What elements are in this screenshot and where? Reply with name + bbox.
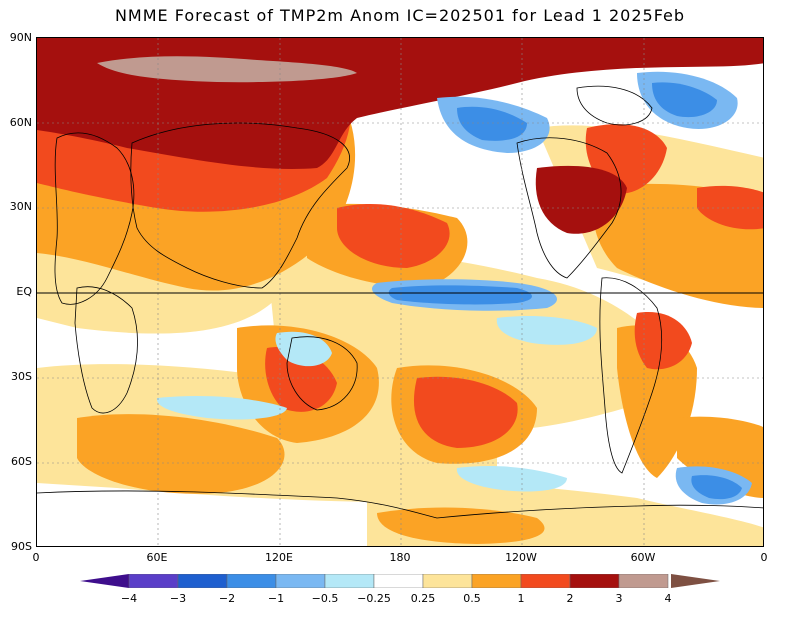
colorbar-label-2: 2 xyxy=(566,592,574,605)
colorbar-low-arrow xyxy=(80,574,129,588)
lon-label-120w: 120W xyxy=(505,551,537,564)
colorbar-segment xyxy=(373,574,424,588)
colorbar-label-4: 4 xyxy=(664,592,672,605)
lon-label-180: 180 xyxy=(389,551,411,564)
warm-3-regions xyxy=(97,56,357,83)
colorbar-segment xyxy=(569,574,620,588)
colorbar-segment xyxy=(422,574,473,588)
coastlines xyxy=(37,85,763,519)
lon-label-120e: 120E xyxy=(265,551,293,564)
colorbar-segment xyxy=(520,574,571,588)
map-title: NMME Forecast of TMP2m Anom IC=202501 fo… xyxy=(114,6,686,25)
colorbar-label-0.25: 0.25 xyxy=(410,592,436,605)
colorbar-label-minus4: −4 xyxy=(120,592,138,605)
lon-label-60w: 60W xyxy=(630,551,656,564)
lon-label-0: 0 xyxy=(32,551,40,564)
lat-label-60s: 60S xyxy=(11,455,32,468)
colorbar-label-0.5: 0.5 xyxy=(463,592,481,605)
lat-label-90n: 90N xyxy=(9,31,32,44)
lon-label-0-east: 0 xyxy=(760,551,768,564)
anomaly-map xyxy=(36,37,764,547)
colorbar-label-minus1: −1 xyxy=(267,592,285,605)
colorbar-segment xyxy=(618,574,669,588)
colorbar-high-arrow xyxy=(671,574,720,588)
colorbar-label-minus0.25: −0.25 xyxy=(357,592,391,605)
colorbar xyxy=(80,574,720,588)
lat-label-90s: 90S xyxy=(11,540,32,553)
colorbar-segment xyxy=(226,574,277,588)
lat-label-30n: 30N xyxy=(9,200,32,213)
colorbar-segment xyxy=(324,574,375,588)
colorbar-label-3: 3 xyxy=(615,592,623,605)
lon-label-60e: 60E xyxy=(146,551,168,564)
lat-label-eq: EQ xyxy=(16,285,32,298)
colorbar-label-1: 1 xyxy=(517,592,525,605)
lat-label-30s: 30S xyxy=(11,370,32,383)
colorbar-label-minus0.5: −0.5 xyxy=(311,592,339,605)
colorbar-segment xyxy=(471,574,522,588)
lat-label-60n: 60N xyxy=(9,116,32,129)
cool-regions xyxy=(156,71,752,505)
colorbar-segment xyxy=(177,574,228,588)
colorbar-label-minus2: −2 xyxy=(218,592,236,605)
colorbar-segment xyxy=(275,574,326,588)
colorbar-label-minus3: −3 xyxy=(169,592,187,605)
colorbar-segment xyxy=(128,574,179,588)
anomaly-map-canvas xyxy=(37,38,763,546)
